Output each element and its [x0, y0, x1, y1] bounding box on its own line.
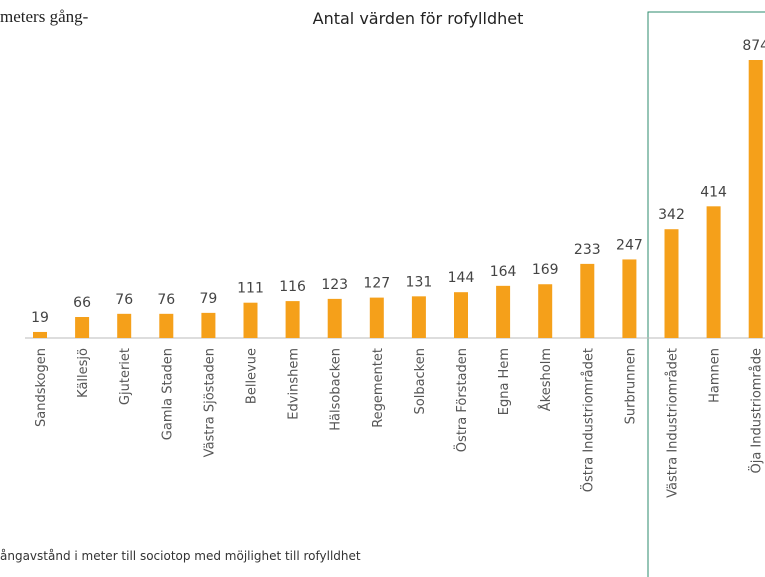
value-label: 247	[616, 237, 643, 253]
bar	[159, 313, 174, 338]
x-tick-label: Edvinshem	[287, 348, 302, 420]
x-tick-label: Surbrunnen	[623, 348, 638, 424]
x-tick-label: Hälsobacken	[329, 348, 344, 431]
x-tick-label: Östra Förstaden	[453, 348, 470, 452]
value-label: 144	[448, 270, 475, 286]
bar	[454, 292, 468, 338]
bar	[580, 263, 595, 338]
value-label: 76	[157, 292, 175, 308]
bar	[117, 313, 132, 338]
x-tick-label: Åkesholm	[538, 348, 554, 411]
bar	[201, 312, 216, 338]
highlight-box	[647, 11, 765, 577]
value-label: 111	[237, 281, 264, 297]
value-label: 233	[574, 242, 601, 258]
bar	[285, 301, 300, 338]
value-label: 76	[115, 292, 133, 308]
value-label: 169	[532, 262, 559, 278]
bar	[622, 259, 637, 338]
x-tick-label: Västra Industriområdet	[666, 348, 681, 498]
value-label: 19	[31, 310, 49, 326]
value-label: 127	[363, 276, 390, 292]
x-tick-label: Regementet	[371, 348, 386, 428]
x-tick-label: Solbacken	[413, 348, 428, 415]
x-tick-label: Bellevue	[245, 348, 260, 404]
bar	[411, 296, 426, 338]
value-label: 131	[406, 274, 433, 290]
x-tick-label: Hamnen	[708, 348, 723, 403]
value-label: 66	[73, 295, 91, 311]
x-tick-label: Källesjö	[76, 348, 91, 398]
x-tick-label: Sandskogen	[34, 348, 49, 427]
bar	[538, 284, 553, 338]
value-label: 342	[658, 207, 685, 223]
bar	[327, 298, 342, 338]
bar	[664, 229, 679, 338]
bar	[369, 297, 384, 338]
value-label: 414	[700, 184, 727, 200]
value-label: 874	[742, 38, 765, 54]
bar	[243, 302, 258, 338]
bar	[33, 331, 47, 338]
footnote: ångavstånd i meter till sociotop med möj…	[0, 549, 361, 563]
x-tick-label: Gjuteriet	[118, 348, 133, 405]
x-tick-label: Öja Industriområde	[748, 348, 765, 474]
x-tick-label: Västra Sjöstaden	[202, 348, 217, 457]
bar	[75, 317, 90, 338]
x-tick-label: Gamla Staden	[160, 348, 175, 440]
value-label: 123	[321, 277, 348, 293]
x-tick-label: Egna Hem	[497, 348, 512, 415]
value-label: 164	[490, 264, 517, 280]
header-text: meters gång-	[0, 7, 89, 26]
chart-title: Antal värden för rofylldhet	[313, 9, 524, 28]
value-label: 79	[199, 291, 217, 307]
bar	[748, 60, 763, 338]
x-tick-label: Östra Industriområdet	[579, 348, 596, 492]
value-label: 116	[279, 279, 306, 295]
bar	[706, 206, 721, 338]
bar	[496, 285, 511, 338]
